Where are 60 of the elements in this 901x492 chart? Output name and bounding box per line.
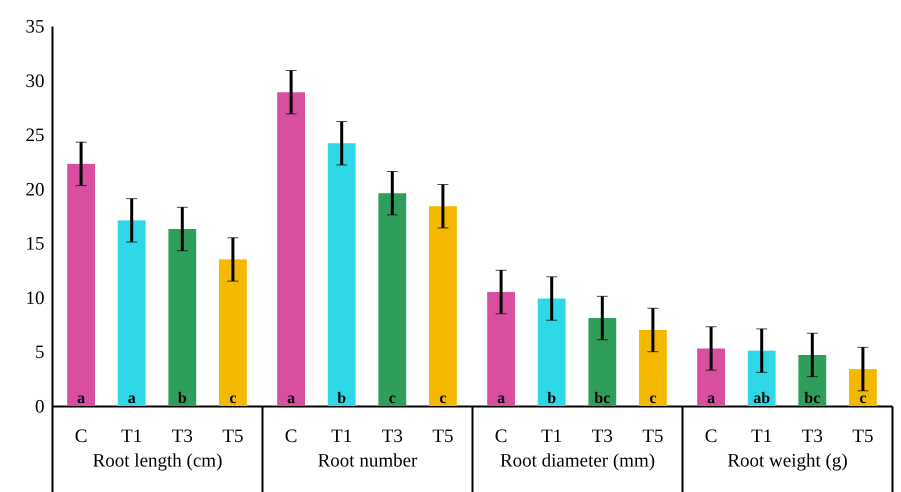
text: T5: [432, 426, 454, 447]
bar: [588, 318, 616, 406]
text: T1: [331, 426, 352, 447]
data-label: b: [178, 390, 187, 407]
y-tick-label: 5: [35, 342, 44, 364]
data-label: c: [859, 390, 866, 407]
bar: [118, 220, 146, 406]
data-label: bc: [594, 390, 610, 407]
bar: [428, 206, 457, 406]
y-tick-label: 10: [26, 288, 44, 309]
y-tick-label: 20: [26, 179, 44, 200]
x-tick-label: Root number: [318, 450, 418, 472]
data-label: a: [77, 390, 86, 407]
x-tick-label: Root weight (g): [727, 450, 848, 472]
text: C: [494, 426, 508, 447]
data-label: c: [439, 390, 446, 407]
text: T3: [802, 426, 823, 447]
data-label: c: [229, 390, 236, 407]
bar: [697, 348, 726, 406]
y-tick-label: 30: [26, 70, 44, 92]
x-tick-label: Root length (cm): [92, 450, 222, 472]
data-label: c: [649, 390, 656, 407]
bar: [218, 259, 247, 406]
y-tick-label: 35: [26, 16, 44, 38]
bar: [748, 350, 776, 406]
bar: [168, 229, 196, 406]
data-label: a: [707, 390, 716, 407]
text: C: [704, 426, 718, 447]
y-tick-label: 0: [35, 396, 44, 418]
bar: [378, 193, 406, 406]
bar: [328, 143, 356, 406]
data-label: a: [128, 390, 136, 407]
data-label: ab: [753, 390, 770, 407]
x-tick-label: Root diameter (mm): [500, 450, 656, 472]
series-label: T1: [121, 426, 142, 447]
bar: [638, 330, 667, 406]
y-tick-label: 15: [26, 234, 44, 255]
bar: [277, 92, 306, 406]
text: T5: [852, 426, 874, 447]
text: T3: [382, 426, 403, 447]
series-label: C: [74, 426, 88, 447]
bar: [67, 164, 96, 406]
text: T5: [642, 426, 664, 447]
series-label: T5: [222, 426, 244, 447]
data-label: b: [547, 390, 556, 407]
data-label: bc: [804, 390, 820, 407]
bar: [487, 292, 516, 406]
y-tick-label: 25: [26, 125, 44, 146]
bar: [848, 369, 877, 406]
text: T1: [751, 426, 772, 447]
data-label: a: [287, 390, 296, 407]
data-label: b: [337, 390, 346, 407]
text: T1: [541, 426, 562, 447]
data-label: c: [388, 390, 396, 407]
series-label: T3: [172, 426, 193, 447]
bar: [798, 354, 826, 406]
text: C: [284, 426, 298, 447]
text: T3: [592, 426, 613, 447]
data-label: a: [497, 390, 506, 407]
bar: [538, 298, 566, 406]
